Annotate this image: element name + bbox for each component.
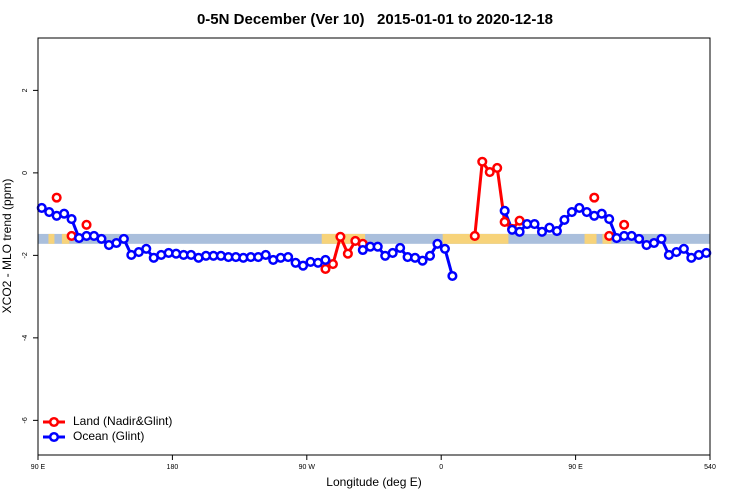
series-point [283,251,294,263]
legend-marker [48,416,60,428]
y-tick-label: 2 [22,88,29,92]
series-point [320,254,331,265]
y-tick-label: -2 [22,252,29,258]
series-point [44,207,55,218]
series-point [581,207,592,218]
x-axis-label: Longitude (deg E) [326,475,421,489]
series-point [327,258,338,270]
series-point [656,233,667,244]
series-point [447,270,458,282]
y-tick-label: -6 [22,417,29,423]
x-tick-label: 180 [167,464,179,471]
y-tick-label: -4 [22,335,29,341]
x-tick-label: 90 W [299,464,316,471]
y-tick-label: 0 [22,171,29,175]
x-tick-label: 0 [439,464,443,471]
series-point [417,255,428,266]
series-point [335,231,346,242]
series-point [559,214,570,225]
land-band [61,233,70,244]
series-point [648,237,660,249]
series-point [499,216,510,228]
series-point [59,208,70,219]
mark-layer [36,156,712,282]
chart-title: 0-5N December (Ver 10) 2015-01-01 to 202… [197,11,553,28]
series-point [634,233,645,244]
land-band [584,233,597,244]
series-point [372,241,383,252]
x-tick-label: 90 E [568,464,583,471]
series-point [66,214,77,225]
ocean-band [38,233,710,244]
x-tick-label: 90 E [31,464,46,471]
series-point [439,243,450,254]
legend-label: Ocean (Glint) [73,429,144,443]
series-point [424,250,436,261]
series-point [536,226,548,237]
series-point [566,207,577,218]
legend-marker [48,431,60,443]
series-point [499,205,510,216]
plot-frame [37,37,711,456]
series-point [619,219,630,230]
series-point [589,192,600,203]
y-axis-label: XCO2 - MLO trend (ppm) [0,179,14,314]
series-point [551,225,562,237]
series-point [596,208,607,219]
series-point [298,260,309,271]
series-point [604,214,615,225]
series-point [574,202,585,213]
x-tick-label: 540 [704,464,716,471]
series-point [51,192,62,203]
series-point [514,226,525,237]
series-point [118,233,129,244]
series-point [111,237,122,249]
series-point [260,249,271,261]
series-point [141,243,152,254]
series-point [477,156,488,167]
legend-label: Land (Nadir&Glint) [73,414,172,428]
series-point [342,248,353,259]
series-point [387,247,398,258]
series-point [529,218,540,230]
series-point [395,242,406,253]
series-point [484,167,495,178]
series-point [96,233,107,244]
series-point [701,247,712,258]
series-point [432,238,443,249]
series-point [678,243,689,254]
series-point [492,162,503,173]
series-point [320,263,331,275]
series-point [469,230,480,242]
series-point [81,219,92,230]
land-band [48,233,55,244]
